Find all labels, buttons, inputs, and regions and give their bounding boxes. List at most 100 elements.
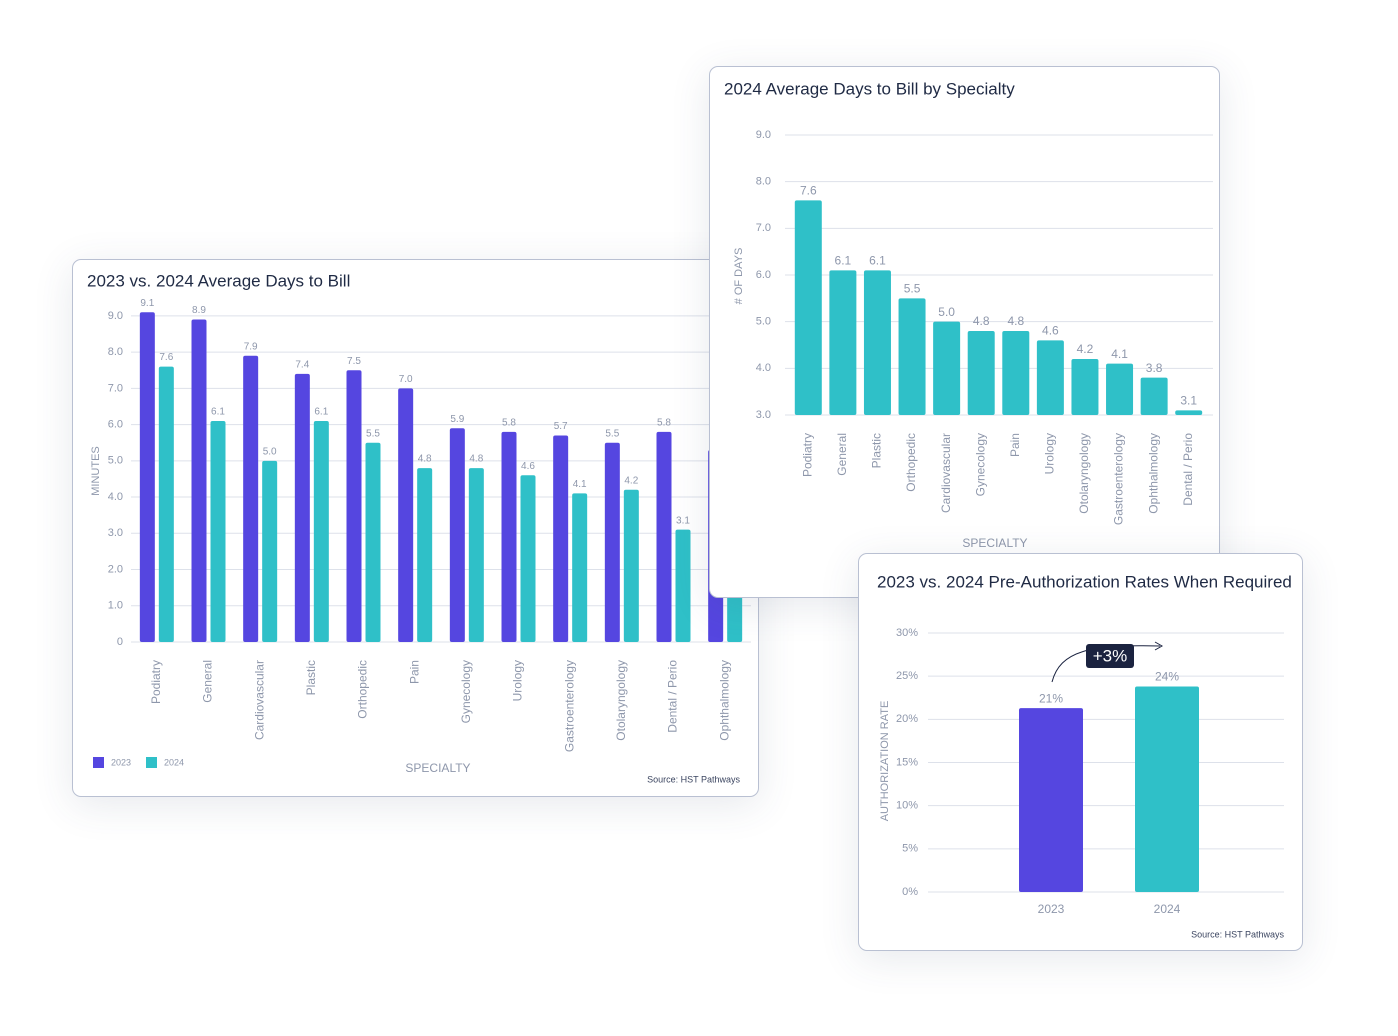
x-tick-label: Podiatry [149,660,163,704]
chart: 2023 vs. 2024 Average Days to Bill 0 1.0 2.… [87,271,751,784]
y-tick-label: 7.0 [756,222,771,234]
annotation: +3% [1093,646,1128,665]
legend-swatch [146,757,157,768]
x-tick-label: Cardiovascular [939,433,953,513]
bar [1135,686,1199,892]
x-tick-label: 2023 [1038,902,1065,916]
x-tick-label: General [201,660,215,703]
x-tick-label: Cardiovascular [252,660,266,740]
value-label: 5.5 [904,282,921,296]
x-tick-label: Plastic [304,660,318,695]
x-tick-label: Gynecology [973,433,987,496]
bar [967,331,995,415]
y-tick-label: 3.0 [108,527,123,539]
x-tick-label: Gastroenterology [562,660,576,752]
value-label: 5.7 [554,421,568,432]
bar [417,468,433,642]
bar [365,442,381,642]
value-label: 7.0 [399,374,413,385]
x-tick-label: Ophthalmology [1146,433,1160,514]
bar [449,428,465,642]
bar [1071,359,1099,415]
value-label: 8.9 [192,305,206,316]
value-label: 4.8 [469,454,483,465]
value-label: 4.1 [1111,347,1128,361]
bar [158,366,174,642]
card-days-compare: 2023 vs. 2024 Average Days to Bill 0 1.0 2.… [72,259,759,797]
y-axis-title: AUTHORIZATION RATE [879,701,891,822]
value-label: 6.1 [314,407,328,418]
bar [898,298,926,415]
x-tick-label: Pain [407,660,421,684]
x-tick-label: Urology [511,660,525,701]
y-axis-title: # OF DAYS [733,248,745,305]
x-tick-label: 2024 [1154,902,1181,916]
value-label: 3.1 [1180,394,1197,408]
value-label: 9.1 [140,298,154,309]
legend-label: 2024 [164,757,184,767]
bar [398,388,414,642]
bar [520,475,536,642]
bar [572,493,588,642]
x-tick-label: Otolaryngology [1077,433,1091,514]
bar [1036,340,1064,415]
x-tick-label: Urology [1043,433,1057,474]
x-tick-label: Podiatry [800,433,814,477]
x-tick-label: Orthopedic [904,433,918,492]
y-tick-label: 15% [896,756,918,768]
value-label: 4.8 [418,454,432,465]
x-axis-title: SPECIALTY [405,761,470,775]
bar [623,489,639,642]
x-tick-label: Dental / Perio [666,660,680,733]
card-preauth: 2023 vs. 2024 Pre-Authorization Rates Wh… [858,553,1303,951]
chart-title: 2023 vs. 2024 Pre-Authorization Rates Wh… [877,572,1292,591]
y-tick-label: 6.0 [756,269,771,281]
y-tick-label: 8.0 [108,346,123,358]
value-label: 4.2 [1077,342,1094,356]
value-label: 5.0 [938,305,955,319]
value-label: 5.5 [366,428,380,439]
y-tick-label: 20% [896,713,918,725]
y-tick-label: 7.0 [108,382,123,394]
bar [829,270,857,415]
bar [604,442,620,642]
y-tick-label: 4.0 [108,491,123,503]
value-label: 24% [1155,670,1179,684]
bar [468,468,484,642]
y-tick-label: 10% [896,800,918,812]
chart-title: 2023 vs. 2024 Average Days to Bill [87,271,350,290]
legend-swatch [93,757,104,768]
bar [675,529,691,642]
bar [139,312,155,642]
y-axis-title: MINUTES [90,446,102,496]
value-label: 6.1 [835,254,852,268]
y-tick-label: 5% [902,843,918,855]
y-tick-label: 9.0 [108,310,123,322]
x-tick-label: Otolaryngology [614,660,628,741]
y-tick-label: 1.0 [108,600,123,612]
value-label: 4.8 [1007,314,1024,328]
bar [1175,410,1203,415]
value-label: 5.9 [450,414,464,425]
value-label: 4.1 [573,479,587,490]
bar [346,370,362,642]
y-tick-label: 3.0 [756,409,771,421]
value-label: 21% [1039,691,1063,705]
bar [262,460,278,642]
bar [933,321,961,415]
bar [863,270,891,415]
bar [313,420,329,642]
chart-title: 2024 Average Days to Bill by Specialty [724,79,1015,98]
x-axis-title: SPECIALTY [962,536,1027,550]
value-label: 3.1 [676,515,690,526]
x-tick-label: Gastroenterology [1112,433,1126,525]
annotation-arrow [1051,645,1161,683]
bar [1106,363,1134,415]
value-label: 5.8 [657,417,671,428]
x-tick-label: General [835,433,849,476]
value-label: 5.0 [263,446,277,457]
y-tick-label: 0 [117,636,123,648]
value-label: 4.6 [1042,324,1059,338]
value-label: 4.8 [973,314,990,328]
